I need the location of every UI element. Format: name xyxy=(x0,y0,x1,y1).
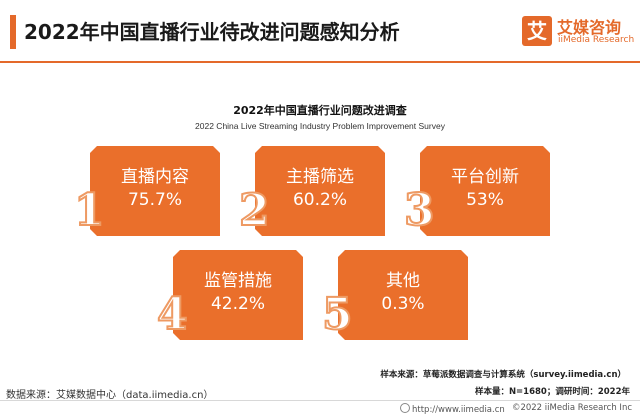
sample-size-note: 样本量：N=1680；调研时间：2022年 xyxy=(474,387,630,397)
card-category-label: 主播筛选 xyxy=(286,167,354,187)
card-rank-number: 2 xyxy=(238,185,271,237)
card-background xyxy=(173,250,303,340)
logo-text-cn: 艾媒咨询 xyxy=(557,18,622,37)
footer-url-text[interactable]: http://www.iimedia.cn xyxy=(412,405,505,415)
chart-title: 2022年中国直播行业问题改进调查 xyxy=(233,104,407,117)
page-title: 2022年中国直播行业待改进问题感知分析 xyxy=(24,20,400,44)
footer-divider xyxy=(0,400,640,401)
globe-icon xyxy=(400,403,410,413)
card-value-label: 42.2% xyxy=(210,294,265,314)
card-rank-number: 4 xyxy=(156,289,189,341)
data-source-note: 数据来源：艾媒数据中心（data.iimedia.cn） xyxy=(6,390,214,401)
footer-url[interactable]: http://www.iimedia.cn xyxy=(400,403,505,415)
logo-mark: 艾 xyxy=(522,16,552,46)
chart-subtitle: 2022 China Live Streaming Industry Probl… xyxy=(195,121,445,131)
card-value-label: 75.7% xyxy=(127,190,182,210)
card-value-label: 53% xyxy=(466,190,504,210)
card-rank-number: 1 xyxy=(73,185,106,237)
survey-card-1: 直播内容 75.7% 1 xyxy=(73,146,220,237)
card-background xyxy=(255,146,385,236)
logo-text-en: iiMedia Research xyxy=(558,35,635,45)
card-background xyxy=(90,146,220,236)
card-rank-number: 3 xyxy=(403,185,436,237)
card-category-label: 直播内容 xyxy=(121,167,189,187)
brand-logo: 艾 艾媒咨询 iiMedia Research xyxy=(522,14,634,50)
survey-card-2: 主播筛选 60.2% 2 xyxy=(238,146,385,237)
card-value-label: 60.2% xyxy=(292,190,347,210)
survey-card-4: 监管措施 42.2% 4 xyxy=(156,250,303,341)
card-category-label: 监管措施 xyxy=(204,271,272,291)
card-background xyxy=(338,250,468,340)
header-divider xyxy=(0,61,640,63)
card-category-label: 平台创新 xyxy=(451,167,519,187)
card-background xyxy=(420,146,550,236)
survey-card-3: 平台创新 53% 3 xyxy=(403,146,550,237)
card-value-label: 0.3% xyxy=(381,294,425,314)
sample-source-note: 样本来源：草莓派数据调查与计算系统（survey.iimedia.cn） xyxy=(380,370,626,380)
card-category-label: 其他 xyxy=(386,271,420,291)
title-accent-bar xyxy=(10,15,16,49)
footer-copyright: ©2022 iiMedia Research Inc xyxy=(511,403,632,413)
card-rank-number: 5 xyxy=(321,289,354,341)
survey-card-5: 其他 0.3% 5 xyxy=(321,250,468,341)
